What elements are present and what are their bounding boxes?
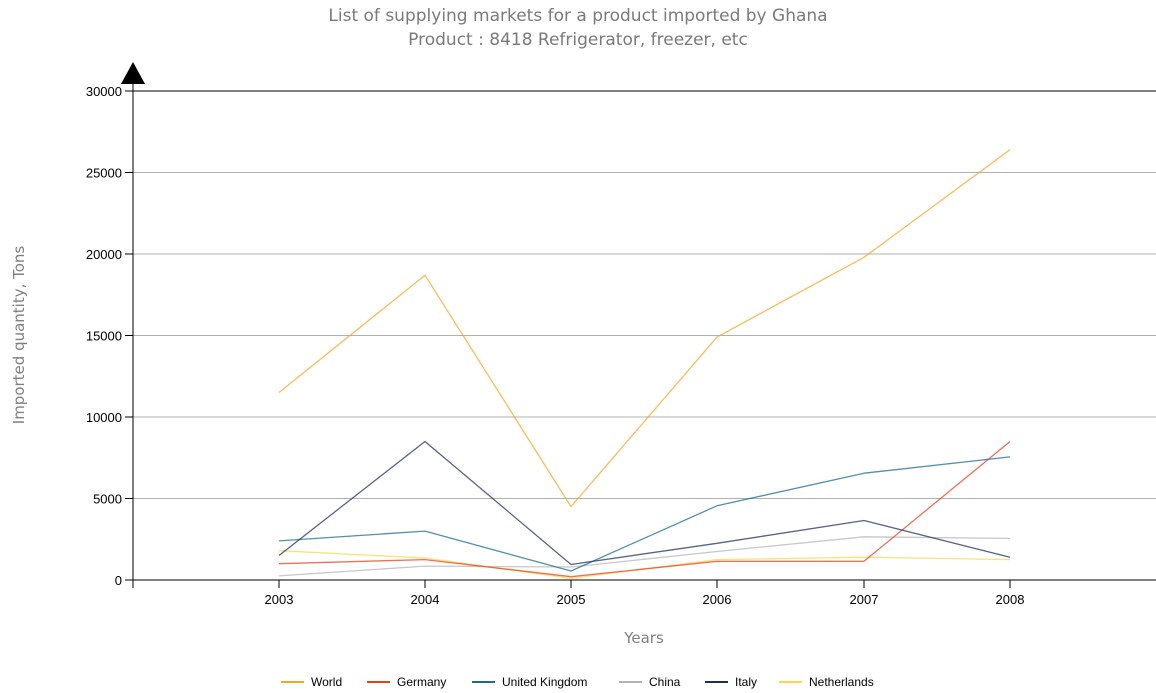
series-line-netherlands bbox=[278, 550, 1011, 580]
legend: World Germany United Kingdom China Italy Neth… bbox=[281, 675, 874, 689]
chart-title: List of supplying markets for a product … bbox=[328, 6, 828, 26]
series-line-united-kingdom bbox=[278, 456, 1011, 572]
chart-subtitle: Product : 8418 Refrigerator, freezer, et… bbox=[408, 30, 748, 50]
legend-label: World bbox=[311, 675, 342, 689]
x-tick-label: 2005 bbox=[557, 592, 586, 607]
x-tick-label: 2003 bbox=[265, 592, 294, 607]
legend-label: United Kingdom bbox=[502, 675, 587, 689]
y-tick-label: 25000 bbox=[86, 166, 122, 181]
legend-label: Germany bbox=[397, 675, 446, 689]
y-tick-label: 15000 bbox=[86, 329, 122, 344]
legend-label: China bbox=[649, 675, 681, 689]
x-tick-labels: 2003 2004 2005 2006 2007 2008 bbox=[265, 580, 1025, 607]
x-tick-label: 2004 bbox=[411, 592, 440, 607]
series-line-china bbox=[278, 536, 1011, 577]
y-tick-label: 0 bbox=[115, 573, 122, 588]
y-tick-label: 10000 bbox=[86, 410, 122, 425]
y-tick-label: 30000 bbox=[86, 84, 122, 99]
y-axis-label: Imported quantity, Tons bbox=[10, 246, 28, 425]
series-line-italy bbox=[278, 440, 1011, 566]
x-tick-label: 2008 bbox=[996, 592, 1025, 607]
legend-label: Italy bbox=[735, 675, 757, 689]
series-line-germany bbox=[278, 440, 1011, 578]
y-axis-arrow-icon bbox=[121, 62, 145, 84]
y-tick-labels: 0 5000 10000 15000 20000 25000 30000 bbox=[86, 84, 133, 588]
gridlines bbox=[133, 90, 1156, 499]
series-line-world bbox=[278, 149, 1011, 508]
x-tick-label: 2007 bbox=[850, 592, 879, 607]
series-lines bbox=[278, 149, 1011, 580]
x-tick-label: 2006 bbox=[703, 592, 732, 607]
y-tick-label: 20000 bbox=[86, 247, 122, 262]
chart-title-block: List of supplying markets for a product … bbox=[0, 4, 1156, 52]
x-axis-label: Years bbox=[623, 629, 664, 647]
legend-label: Netherlands bbox=[809, 675, 874, 689]
y-tick-label: 5000 bbox=[93, 492, 122, 507]
axes bbox=[121, 62, 1156, 588]
